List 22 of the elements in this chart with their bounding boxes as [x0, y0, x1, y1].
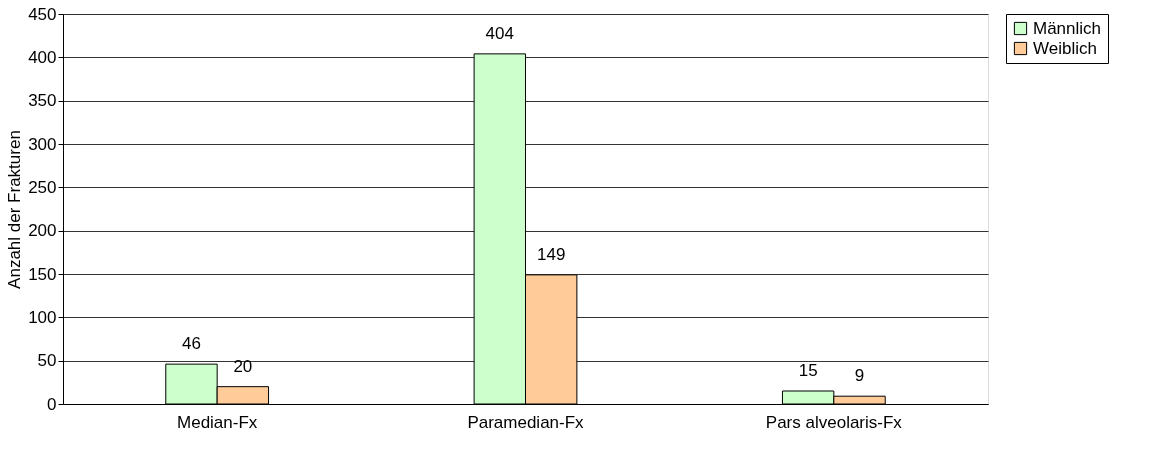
y-tick-label: 150	[28, 264, 57, 284]
data-label: 9	[854, 366, 865, 386]
data-label: 46	[182, 334, 201, 354]
y-tick-label: 350	[28, 91, 57, 111]
data-label: 15	[798, 361, 818, 380]
y-tick-label: 250	[28, 177, 57, 197]
y-tick-label: 300	[28, 134, 57, 154]
y-tick-label: 400	[28, 47, 57, 67]
x-tick-label: Pars alveolaris-Fx	[765, 412, 903, 432]
x-tick-label: Median-Fx	[177, 412, 258, 432]
y-axis-title: Anzahl der Frakturen	[5, 130, 25, 289]
data-label: 404	[485, 23, 514, 43]
data-label: 20	[233, 356, 253, 376]
y-tick-label: 50	[37, 351, 57, 371]
data-label: 149	[537, 244, 566, 264]
y-tick-label: 100	[28, 307, 57, 327]
y-tick-label: 0	[47, 394, 57, 414]
y-tick-label: 450	[28, 4, 57, 24]
legend-label: Weiblich	[1033, 38, 1097, 58]
x-tick-label: Paramedian-Fx	[467, 412, 585, 432]
y-tick-label: 200	[28, 221, 57, 241]
legend-label: Männlich	[1033, 18, 1102, 38]
